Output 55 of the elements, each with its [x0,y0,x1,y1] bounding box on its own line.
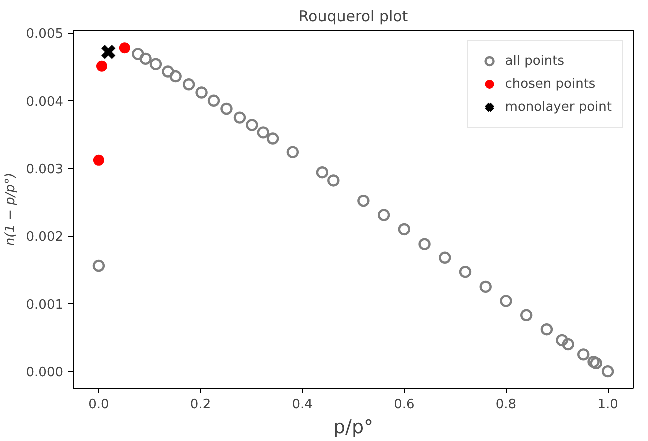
point [150,58,162,70]
x-tick-label: 0.6 [394,398,415,412]
point [316,166,329,179]
point [358,194,370,208]
point [562,338,574,351]
y-tick-label: 0.003 [26,162,64,178]
x-tick-label: 1.0 [598,398,618,412]
point [266,132,280,145]
point [182,78,196,91]
point [602,365,614,378]
point [418,238,431,250]
point [96,60,108,72]
x-tick-label: 0.8 [496,398,517,412]
y-tick-label: 0.005 [26,27,64,42]
point [170,70,182,83]
point [378,209,390,222]
point [140,52,152,66]
point [578,348,590,361]
point [556,334,568,347]
point [246,119,258,132]
point [439,252,452,264]
point [132,48,144,60]
legend-label: monolayer point [505,100,612,114]
y-axis-title: n(1 − p/p°) [3,172,18,246]
legend-label: all points [505,54,565,68]
x-axis-title: p/p° [333,416,374,438]
point [93,154,104,166]
point [480,280,492,294]
y-tick-label: 0.001 [26,298,64,313]
y-tick-label: 0.004 [26,94,64,110]
point [100,44,116,60]
y-tick-label: 0.000 [26,366,64,381]
point [588,356,600,368]
chart-title: Rouquerol plot [298,8,408,26]
point [208,94,220,107]
y-tick-label: 0.002 [26,230,64,246]
x-tick-label: 0.2 [190,398,212,412]
point [540,324,554,336]
point [162,66,174,78]
point [328,174,340,187]
point [92,260,106,272]
x-tick-label: 0.0 [88,398,110,412]
point [398,223,411,236]
point [196,86,208,99]
legend-label: chosen points [505,76,596,92]
x-tick-label: 0.4 [292,398,313,412]
point [286,146,300,158]
point [500,295,512,308]
point [220,102,233,116]
point [590,357,602,370]
point [459,266,472,278]
point [520,309,533,322]
point [234,112,246,124]
point [119,42,130,54]
point [257,126,270,139]
